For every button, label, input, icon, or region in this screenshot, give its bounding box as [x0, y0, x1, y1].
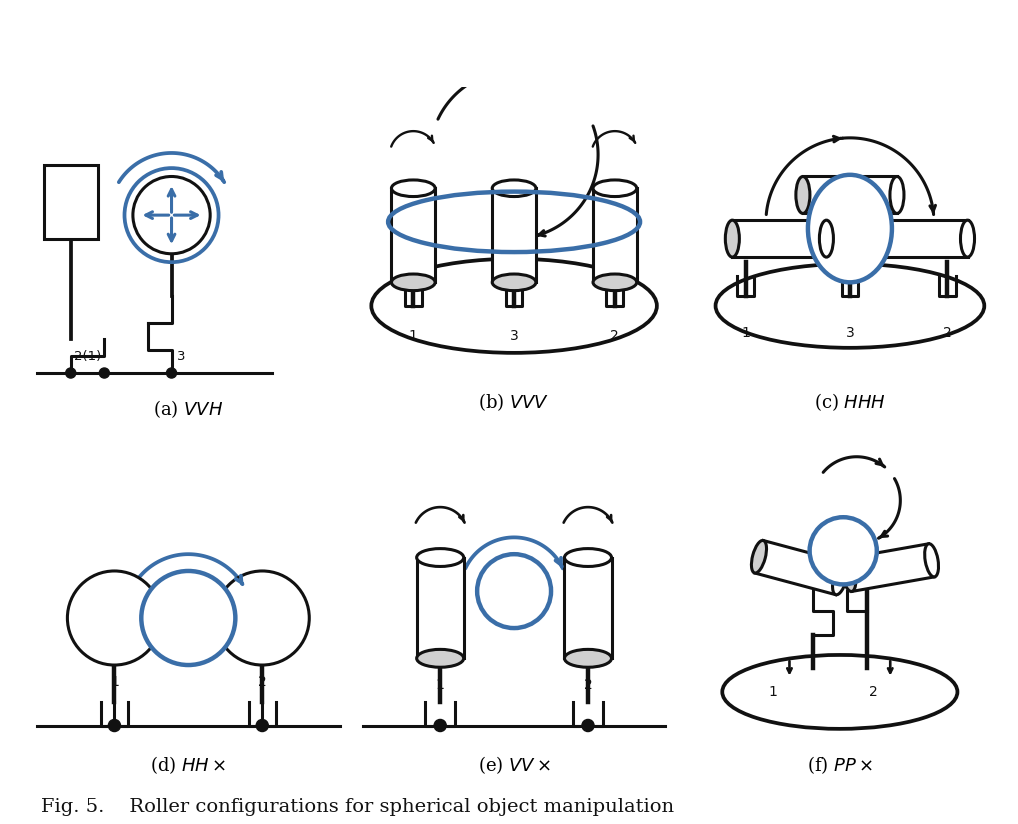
Text: 3: 3	[510, 329, 518, 343]
Bar	[44, 165, 98, 239]
Ellipse shape	[819, 220, 834, 257]
Text: Fig. 5.    Roller configurations for spherical object manipulation: Fig. 5. Roller configurations for spheri…	[41, 798, 674, 816]
Circle shape	[66, 368, 75, 378]
Text: 1: 1	[436, 678, 445, 692]
Text: 3: 3	[846, 325, 854, 339]
Circle shape	[108, 719, 120, 732]
Ellipse shape	[416, 649, 464, 667]
Text: 2(1): 2(1)	[74, 350, 101, 363]
Text: 2: 2	[611, 329, 619, 343]
Text: 1: 1	[409, 329, 417, 343]
Ellipse shape	[924, 544, 939, 577]
Ellipse shape	[961, 220, 974, 257]
Text: 1: 1	[110, 675, 119, 689]
Text: (d) $HH\times$: (d) $HH\times$	[150, 754, 227, 776]
Circle shape	[133, 176, 210, 254]
Bar	[392, 188, 435, 283]
Circle shape	[67, 571, 162, 665]
Ellipse shape	[593, 180, 636, 197]
Bar	[873, 220, 967, 257]
Text: 2: 2	[583, 678, 592, 692]
Ellipse shape	[565, 649, 612, 667]
Bar	[593, 188, 636, 283]
Ellipse shape	[372, 259, 657, 353]
Circle shape	[582, 719, 595, 732]
Text: (f) $PP\times$: (f) $PP\times$	[806, 754, 873, 776]
Bar	[846, 544, 935, 592]
Circle shape	[434, 719, 446, 732]
Text: 3: 3	[177, 350, 186, 363]
Text: 1: 1	[769, 685, 777, 699]
Circle shape	[167, 368, 176, 378]
Ellipse shape	[796, 176, 810, 213]
Text: 2: 2	[258, 675, 267, 689]
Ellipse shape	[392, 274, 435, 291]
Ellipse shape	[565, 549, 612, 566]
Ellipse shape	[866, 220, 881, 257]
Ellipse shape	[477, 555, 551, 628]
Text: (e) $VV\times$: (e) $VV\times$	[477, 754, 551, 776]
Circle shape	[142, 571, 235, 665]
Ellipse shape	[392, 180, 435, 197]
Bar	[732, 220, 827, 257]
Ellipse shape	[493, 180, 535, 197]
Ellipse shape	[842, 559, 856, 592]
Bar	[803, 176, 897, 213]
Circle shape	[809, 517, 876, 584]
Circle shape	[257, 719, 269, 732]
Bar	[564, 558, 612, 658]
Ellipse shape	[726, 220, 739, 257]
Ellipse shape	[716, 264, 984, 348]
Text: 2: 2	[943, 325, 952, 339]
Circle shape	[215, 571, 309, 665]
Ellipse shape	[593, 274, 636, 291]
Ellipse shape	[751, 541, 767, 573]
Circle shape	[100, 368, 109, 378]
Text: (a) $VVH$: (a) $VVH$	[154, 398, 223, 420]
Ellipse shape	[890, 176, 904, 213]
Ellipse shape	[833, 562, 848, 595]
Ellipse shape	[722, 655, 957, 729]
Text: (c) $HHH$: (c) $HHH$	[814, 391, 886, 414]
Text: 1: 1	[741, 325, 750, 339]
Ellipse shape	[493, 274, 535, 291]
Text: (b) $VVV$: (b) $VVV$	[478, 391, 550, 414]
Bar	[416, 558, 464, 658]
Bar	[493, 188, 535, 283]
Ellipse shape	[416, 549, 464, 566]
Text: 2: 2	[869, 685, 878, 699]
Ellipse shape	[808, 175, 892, 283]
Bar	[754, 541, 845, 595]
